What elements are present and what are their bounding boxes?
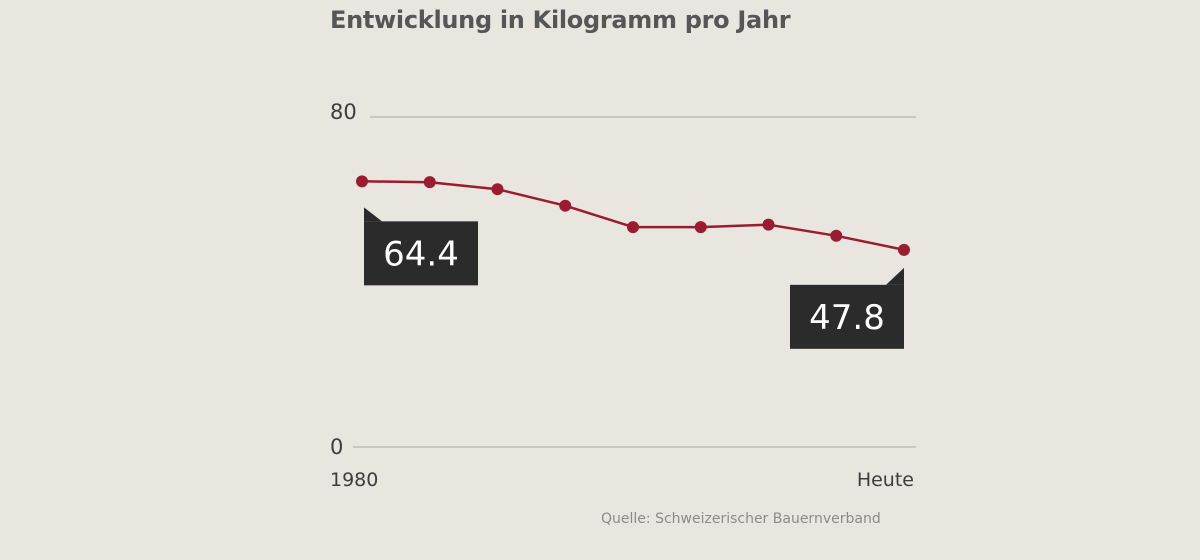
data-series: [356, 175, 910, 256]
source-note: Quelle: Schweizerischer Bauernverband: [601, 511, 881, 527]
axis-labels: 80 0 1980 Heute: [330, 100, 914, 491]
data-point-4: [559, 199, 572, 212]
callout-value: 64.4: [383, 234, 459, 274]
chart-title: Entwicklung in Kilogramm pro Jahr: [330, 6, 791, 34]
callout-box: [790, 284, 904, 349]
y-tick-label-zero: 0: [330, 435, 343, 459]
value-callout-2: 47.8: [790, 267, 904, 349]
value-callouts: 64.4 47.8: [364, 207, 904, 349]
callout-pointer: [364, 207, 382, 222]
callout-pointer: [886, 267, 904, 285]
data-point-2: [423, 176, 436, 189]
callout-box: [364, 221, 478, 286]
data-point-9: [898, 243, 910, 256]
data-point-7: [762, 218, 775, 231]
data-point-5: [627, 221, 639, 234]
y-tick-label-max: 80: [330, 100, 357, 124]
callout-value: 47.8: [809, 298, 885, 338]
x-tick-label-end: Heute: [857, 469, 914, 491]
value-callout-1: 64.4: [364, 207, 478, 286]
x-tick-label-start: 1980: [330, 469, 378, 491]
gridlines: [353, 116, 916, 448]
data-point-1: [356, 175, 368, 188]
data-point-8: [830, 229, 843, 242]
data-point-6: [694, 221, 707, 234]
data-point-3: [491, 183, 504, 196]
